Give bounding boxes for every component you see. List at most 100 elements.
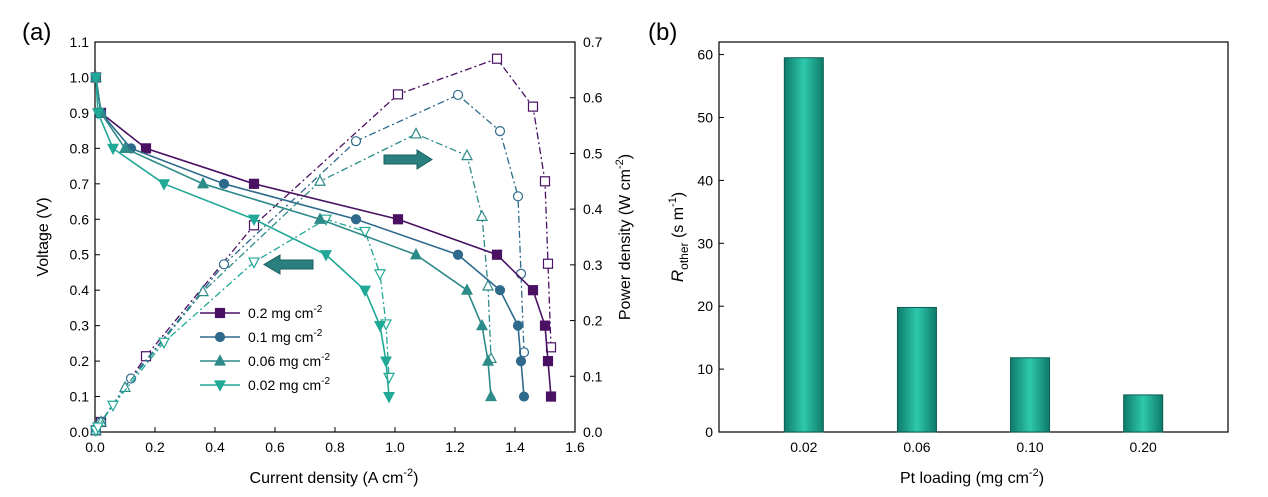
polarization-point [197,177,209,189]
power-point [392,89,404,100]
legend-marker [214,380,226,392]
polarization-point [392,214,404,225]
y2-tick-label: 0.3 [583,257,603,273]
bar-y-tick-label: 0 [705,424,713,440]
polarization-point [374,321,386,333]
polarization-point [512,320,524,331]
panel-b-axes: 0 10 20 30 40 50 60 0.02 0.06 0.10 0.20 [697,41,1229,455]
bar-y-axis-title: Rother (s m-1) [667,192,691,282]
y-tick-label: 0.8 [70,140,90,156]
polarization-point [542,355,554,367]
power-point [527,101,539,112]
right-arrow-icon [383,149,433,170]
legend-marker [214,354,226,366]
x-tick-label: 0.8 [325,439,345,455]
y-axis-title: Voltage (V) [35,197,52,276]
bar-plot-frame [718,41,1229,433]
power-point [515,268,527,279]
bar-x-tick-label: 0.06 [903,439,930,455]
y2-tick-label: 0.4 [583,201,603,217]
polarization-point [527,285,539,296]
y-tick-label: 0.9 [70,105,90,121]
legend-label: 0.06 mg cm-2 [248,352,330,369]
bar-y-tick-label: 40 [697,172,713,188]
x-tick-label: 0.2 [145,439,165,455]
x-tick-label: 1.4 [505,439,525,455]
power-point [452,89,464,101]
x-axis-title: Current density (A cm-2) [250,467,419,487]
power-point [512,191,524,202]
polarization-point [107,143,119,156]
x-tick-label: 0.6 [265,439,285,455]
polarization-point [539,320,551,331]
power-point [539,176,551,187]
bar [1010,357,1051,433]
power-point [374,269,386,281]
polarization-point [320,250,332,262]
legend-label: 0.02 mg cm-2 [248,376,330,393]
y2-tick-label: 0.0 [583,424,603,440]
power-point [92,422,104,434]
y-tick-label: 0.0 [70,424,90,440]
legend-label: 0.2 mg cm-2 [248,304,323,321]
polarization-point [89,72,102,85]
panel-a-axes: 0.0 0.2 0.4 0.6 0.8 1.0 1.2 1.4 1.60.00.10.20.30… [70,34,603,455]
y-tick-label: 1.0 [70,69,90,85]
power-point [359,226,371,239]
y-tick-label: 0.2 [70,353,90,369]
x-tick-label: 0.0 [85,439,105,455]
power-point [197,284,209,297]
power-point [248,257,260,269]
bar [783,57,824,433]
polarization-point [380,356,392,368]
power-point [494,126,506,137]
y2-axis-title: Power density (W cm-2) [614,154,634,320]
bar-y-tick-label: 20 [697,298,713,314]
y-tick-label: 0.7 [70,176,90,192]
legend: 0.2 mg cm-2 0.1 mg cm-2 0.06 mg cm-2 0.02 m… [200,304,330,393]
y-tick-label: 0.3 [70,318,90,334]
x-tick-label: 1.0 [385,439,405,455]
polarization-point [158,179,170,191]
bar [1123,394,1164,433]
power-curve [95,57,552,431]
y2-tick-label: 0.5 [583,145,603,161]
polarization-curves [89,70,557,404]
power-point [350,136,362,147]
bar-x-axis-title: Pt loading (mg cm-2) [900,467,1044,487]
polarization-point [515,355,527,367]
polarization-point [248,178,260,189]
polarization-point [92,108,104,120]
polarization-point [476,318,488,331]
polarization-point [482,354,494,366]
polarization-curve [95,77,552,397]
bar-y-tick-label: 10 [697,361,713,377]
power-point [542,258,554,269]
polarization-point [359,285,371,297]
x-tick-label: 0.4 [205,439,225,455]
bar-x-tick-label: 0.02 [790,439,817,455]
polarization-point [218,178,230,189]
polarization-curve [95,77,492,397]
polarization-point [248,214,260,227]
bar-x-tick-label: 0.10 [1016,439,1043,455]
polarization-point [383,391,395,404]
power-point [410,127,422,139]
bar-y-tick-label: 60 [697,47,713,63]
polarization-point [140,143,152,154]
legend-label: 0.1 mg cm-2 [248,328,323,345]
polarization-point [314,212,326,224]
bars [783,57,1164,433]
power-point [314,174,326,186]
polarization-curve [95,77,390,397]
bar-y-tick-label: 30 [697,235,713,251]
power-point [107,400,119,413]
plot-frame [94,41,576,433]
bar-x-tick-label: 0.20 [1130,439,1157,455]
polarization-point [491,249,503,260]
y-tick-label: 0.4 [70,282,90,298]
polarization-point [350,214,362,225]
power-point [491,53,503,64]
bar-y-tick-label: 50 [697,109,713,125]
